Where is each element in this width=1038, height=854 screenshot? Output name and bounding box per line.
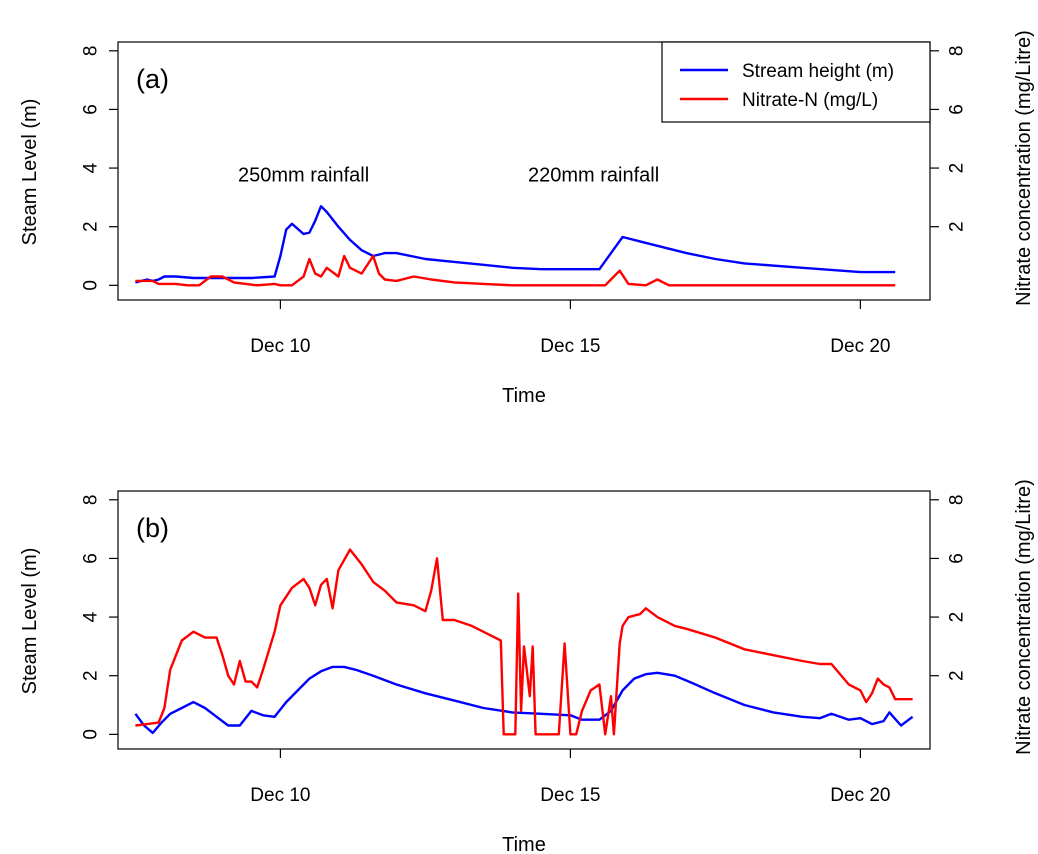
- x-tick-label: Dec 15: [540, 785, 600, 806]
- y-tick-label-left: 4: [81, 611, 102, 622]
- legend-box: [661, 41, 931, 123]
- y-tick-label-left: 2: [81, 221, 102, 232]
- panel-b: Dec 10 Dec 15 Dec 20 0 2 4 6 8 2 2 6 8 (b) Time Ste…: [19, 479, 1035, 854]
- x-tick-label: Dec 15: [540, 336, 600, 357]
- y-tick-label-right: 8: [947, 495, 968, 506]
- y-tick-label-left: 2: [81, 670, 102, 681]
- legend: Stream height (m) Nitrate-N (mg/L): [661, 41, 931, 123]
- series-layer: [135, 204, 896, 287]
- panel-a: Dec 10 Dec 15 Dec 20 0 2 4 6 8 2 2 6 8 (a) 250mm ra…: [19, 30, 1035, 407]
- ticks-layer: Dec 10 Dec 15 Dec 20 0 2 4 6 8 2 2 6 8: [81, 46, 968, 357]
- y-tick-label-left: 0: [81, 729, 102, 740]
- x-tick-label: Dec 10: [250, 785, 310, 806]
- y-tick-label-left: 6: [81, 553, 102, 564]
- annotation-rainfall-1: 250mm rainfall: [238, 164, 369, 186]
- series-line-nitrate-n-mg-l: [135, 548, 913, 736]
- y-axis-title-right: Nitrate concentration (mg/Litre): [1013, 479, 1035, 755]
- x-tick-label: Dec 20: [830, 785, 890, 806]
- y-axis-title-right: Nitrate concentration (mg/Litre): [1013, 30, 1035, 306]
- legend-label-nitrate: Nitrate-N (mg/L): [742, 90, 878, 111]
- x-axis-title: Time: [502, 834, 546, 854]
- plot-frame: [117, 41, 931, 301]
- x-tick-label: Dec 10: [250, 336, 310, 357]
- y-tick-label-left: 6: [81, 104, 102, 115]
- y-tick-label-right: 6: [947, 104, 968, 115]
- series-line-stream-height-m: [135, 204, 896, 284]
- y-tick-label-right: 2: [947, 612, 968, 623]
- y-tick-label-left: 0: [81, 280, 102, 291]
- ticks-layer: Dec 10 Dec 15 Dec 20 0 2 4 6 8 2 2 6 8: [81, 495, 968, 806]
- panel-label: (b): [136, 513, 169, 543]
- x-tick-label: Dec 20: [830, 336, 890, 357]
- y-tick-label-right: 8: [947, 46, 968, 57]
- y-axis-title-left: Steam Level (m): [19, 548, 41, 695]
- series-layer: [134, 548, 914, 736]
- y-tick-label-right: 2: [947, 670, 968, 681]
- y-tick-label-right: 2: [947, 163, 968, 174]
- annotation-rainfall-2: 220mm rainfall: [528, 164, 659, 186]
- y-tick-label-left: 8: [81, 46, 102, 57]
- plot-frame: [117, 490, 931, 750]
- y-tick-label-left: 8: [81, 495, 102, 506]
- legend-label-stream-height: Stream height (m): [742, 61, 894, 82]
- x-axis-title: Time: [502, 385, 546, 407]
- series-line-stream-height-m: [134, 665, 914, 735]
- panel-label: (a): [136, 64, 169, 94]
- y-tick-label-left: 4: [81, 162, 102, 173]
- y-tick-label-right: 6: [947, 553, 968, 564]
- series-line-nitrate-n-mg-l: [135, 254, 896, 287]
- y-axis-title-left: Steam Level (m): [19, 99, 41, 246]
- y-tick-label-right: 2: [947, 221, 968, 232]
